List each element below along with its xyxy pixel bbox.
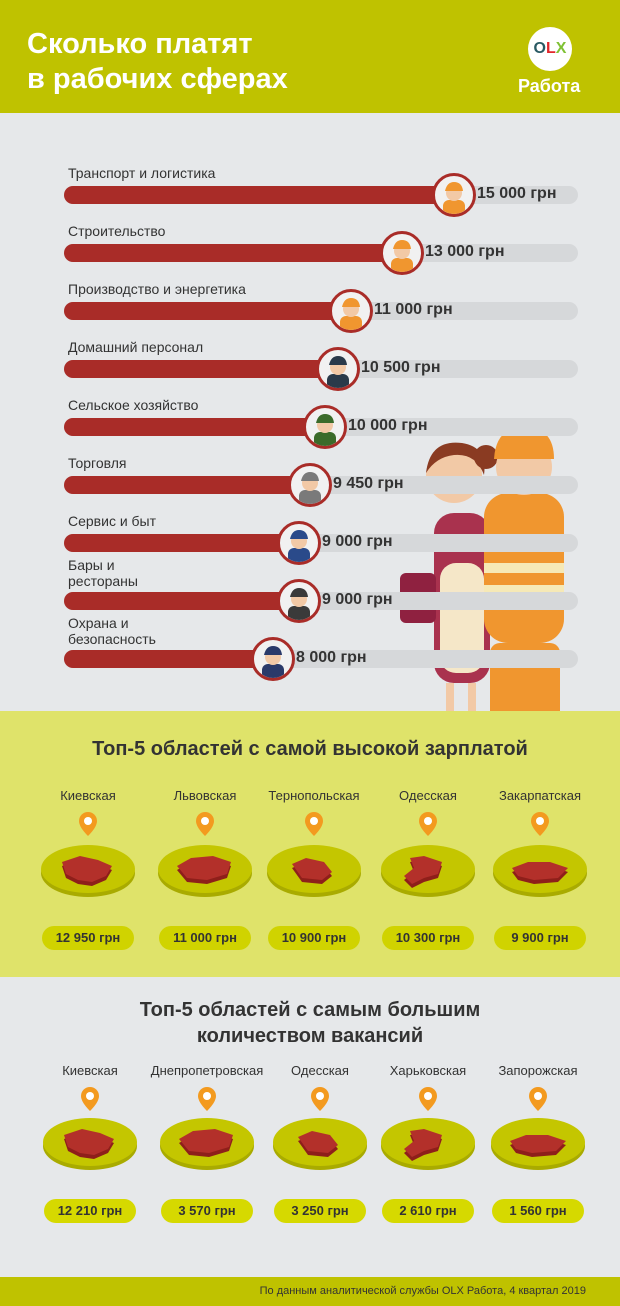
location-pin-icon — [531, 812, 549, 836]
top-vacancy-regions: Топ-5 областей с самым большим количеств… — [0, 977, 620, 1277]
region-value-badge: 10 300 грн — [382, 926, 474, 950]
location-pin-icon — [79, 812, 97, 836]
worker-avatar-icon — [303, 405, 347, 449]
olx-logo: OLX — [528, 27, 572, 71]
footer: По данным аналитической службы OLX Работ… — [0, 1277, 620, 1306]
region-map-icon — [492, 840, 588, 898]
location-pin-icon — [419, 1087, 437, 1111]
header: Сколько платят в рабочих сферах OLX Рабо… — [0, 0, 620, 113]
location-pin-icon — [81, 1087, 99, 1111]
region-value-badge: 1 560 грн — [492, 1199, 584, 1223]
logo-letter-x: X — [555, 40, 567, 57]
bar-value-label: 10 000 грн — [348, 417, 428, 434]
logo-letter-l: L — [546, 40, 556, 57]
top-vacancy-title-line-2: количеством вакансий — [196, 1025, 424, 1047]
region-value-badge: 12 950 грн — [42, 926, 134, 950]
region-name: Харьковская — [389, 1063, 467, 1078]
region-value-badge: 3 570 грн — [161, 1199, 253, 1223]
location-pin-icon — [198, 1087, 216, 1111]
region-map-icon — [380, 1113, 476, 1171]
region-name: Закарпатская — [498, 788, 582, 803]
region-name: Тернопольская — [268, 788, 360, 803]
logo-letter-o: O — [533, 40, 546, 57]
top-vacancy-title-line-1: Топ-5 областей с самым большим — [139, 999, 481, 1021]
bar — [64, 650, 271, 668]
footer-source: По данным аналитической службы OLX Работ… — [259, 1285, 586, 1297]
bar-category-label: Торговля — [68, 455, 127, 471]
bar-category-label: Сельское хозяйство — [68, 397, 199, 413]
title-line-1: Сколько платят — [27, 28, 253, 60]
region-map-icon — [490, 1113, 586, 1171]
worker-avatar-icon — [432, 173, 476, 217]
bar — [64, 592, 297, 610]
bar — [64, 476, 308, 494]
region-name: Киевская — [60, 788, 116, 803]
region-map-icon — [266, 840, 362, 898]
worker-avatar-icon — [329, 289, 373, 333]
region-map-icon — [159, 1113, 255, 1171]
bar — [64, 302, 349, 320]
location-pin-icon — [305, 812, 323, 836]
region-value-badge: 12 210 грн — [44, 1199, 136, 1223]
bar — [64, 418, 323, 436]
title-line-2: в рабочих сферах — [27, 63, 288, 95]
region-value-badge: 11 000 грн — [159, 926, 251, 950]
bar-value-label: 13 000 грн — [425, 243, 505, 260]
logo-subtitle: Работа — [518, 76, 581, 96]
bar-value-label: 8 000 грн — [296, 649, 367, 666]
bar-value-label: 10 500 грн — [361, 359, 441, 376]
worker-avatar-icon — [288, 463, 332, 507]
region-value-badge: 10 900 грн — [268, 926, 360, 950]
top-vacancy-title: Топ-5 областей с самым большим количеств… — [0, 997, 620, 1049]
location-pin-icon — [311, 1087, 329, 1111]
bar-value-label: 9 450 грн — [333, 475, 404, 492]
top-salary-title: Топ-5 областей с самой высокой зарплатой — [92, 738, 528, 760]
region-map-icon — [380, 840, 476, 898]
region-value-badge: 2 610 грн — [382, 1199, 474, 1223]
bar-category-label: Строительство — [68, 223, 166, 239]
bar-category-label: Производство и энергетика — [68, 281, 246, 297]
bar-value-label: 15 000 грн — [477, 185, 557, 202]
bar-value-label: 9 000 грн — [322, 591, 393, 608]
region-map-icon — [42, 1113, 138, 1171]
worker-avatar-icon — [316, 347, 360, 391]
region-map-icon — [40, 840, 136, 898]
worker-avatar-icon — [380, 231, 424, 275]
bar-category-label: Бары и рестораны — [68, 557, 138, 589]
page-title: Сколько платят в рабочих сферах — [27, 27, 387, 97]
bar-value-label: 11 000 грн — [374, 301, 453, 318]
region-name: Днепропетровская — [150, 1063, 264, 1078]
bar-category-label: Сервис и быт — [68, 513, 157, 529]
bar-category-label: Охрана и безопасность — [68, 615, 156, 647]
bar — [64, 186, 452, 204]
bar-value-label: 9 000 грн — [322, 533, 393, 550]
region-name: Одесская — [399, 788, 457, 803]
region-value-badge: 3 250 грн — [274, 1199, 366, 1223]
region-map-icon — [272, 1113, 368, 1171]
bar-category-label: Домашний персонал — [68, 339, 204, 355]
bar — [64, 360, 336, 378]
location-pin-icon — [419, 812, 437, 836]
region-value-badge: 9 900 грн — [494, 926, 586, 950]
bar — [64, 244, 400, 262]
bar-category-label: Транспорт и логистика — [68, 165, 216, 181]
region-map-icon — [157, 840, 253, 898]
top-salary-regions: Топ-5 областей с самой высокой зарплатой… — [0, 711, 620, 977]
region-name: Киевская — [62, 1063, 118, 1078]
location-pin-icon — [196, 812, 214, 836]
location-pin-icon — [529, 1087, 547, 1111]
worker-avatar-icon — [277, 579, 321, 623]
bar — [64, 534, 297, 552]
worker-avatar-icon — [251, 637, 295, 681]
region-name: Одесская — [291, 1063, 349, 1078]
salary-by-sector-chart: Транспорт и логистика 15 000 грн Строитель… — [0, 113, 620, 808]
region-name: Львовская — [173, 788, 237, 803]
worker-avatar-icon — [277, 521, 321, 565]
region-name: Запорожская — [498, 1063, 578, 1078]
